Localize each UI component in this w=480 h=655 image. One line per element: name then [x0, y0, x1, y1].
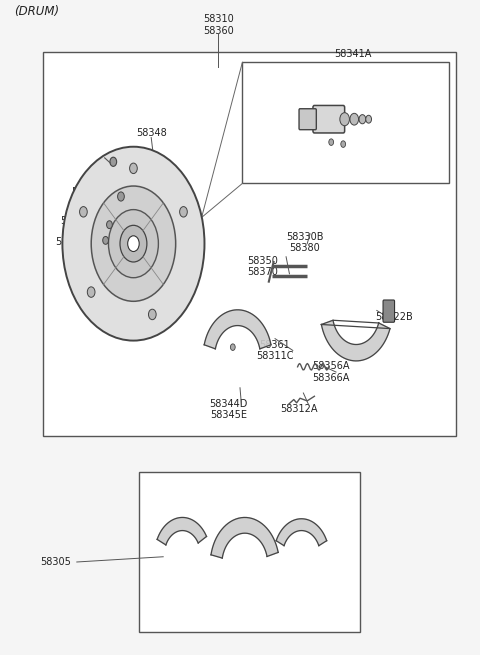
Text: 58310
58360: 58310 58360 — [203, 14, 234, 35]
Circle shape — [80, 206, 87, 217]
Circle shape — [62, 147, 204, 341]
Circle shape — [118, 192, 124, 201]
Text: 58361
58311C: 58361 58311C — [256, 340, 294, 361]
Polygon shape — [204, 310, 271, 349]
Circle shape — [350, 113, 359, 125]
Bar — [43, 52, 456, 436]
Circle shape — [91, 186, 176, 301]
Text: 58356A
58366A: 58356A 58366A — [312, 362, 350, 383]
Circle shape — [130, 163, 137, 174]
Text: 58330B
58380: 58330B 58380 — [286, 232, 324, 253]
Circle shape — [366, 115, 372, 123]
FancyBboxPatch shape — [299, 109, 316, 130]
Text: 58323: 58323 — [71, 187, 102, 197]
Text: 59775: 59775 — [83, 281, 114, 291]
Text: 58355
58365: 58355 58365 — [131, 299, 162, 320]
Circle shape — [108, 210, 158, 278]
Polygon shape — [276, 519, 327, 546]
Circle shape — [329, 139, 334, 145]
Circle shape — [230, 344, 235, 350]
Text: 58350
58370: 58350 58370 — [248, 256, 278, 277]
Circle shape — [359, 115, 366, 124]
Circle shape — [180, 206, 187, 217]
Text: 58341A: 58341A — [334, 49, 372, 60]
FancyBboxPatch shape — [313, 105, 345, 133]
Circle shape — [110, 157, 117, 166]
Text: 58386B: 58386B — [60, 215, 98, 226]
Bar — [242, 62, 449, 183]
Circle shape — [148, 309, 156, 320]
Bar — [139, 472, 360, 632]
Circle shape — [87, 287, 95, 297]
Circle shape — [107, 221, 112, 229]
Text: 58305: 58305 — [40, 557, 71, 567]
Polygon shape — [157, 517, 206, 545]
Text: 58348: 58348 — [136, 128, 167, 138]
Polygon shape — [211, 517, 278, 558]
Text: 58322B: 58322B — [376, 312, 413, 322]
Text: 58312A: 58312A — [280, 404, 317, 415]
Circle shape — [103, 236, 108, 244]
Circle shape — [341, 141, 346, 147]
Text: 58385B: 58385B — [55, 237, 93, 248]
Text: (DRUM): (DRUM) — [14, 5, 60, 18]
Circle shape — [340, 113, 349, 126]
Text: 58344D
58345E: 58344D 58345E — [209, 399, 248, 420]
FancyBboxPatch shape — [383, 300, 395, 322]
Polygon shape — [322, 320, 390, 361]
Circle shape — [128, 236, 139, 252]
Circle shape — [120, 225, 147, 262]
